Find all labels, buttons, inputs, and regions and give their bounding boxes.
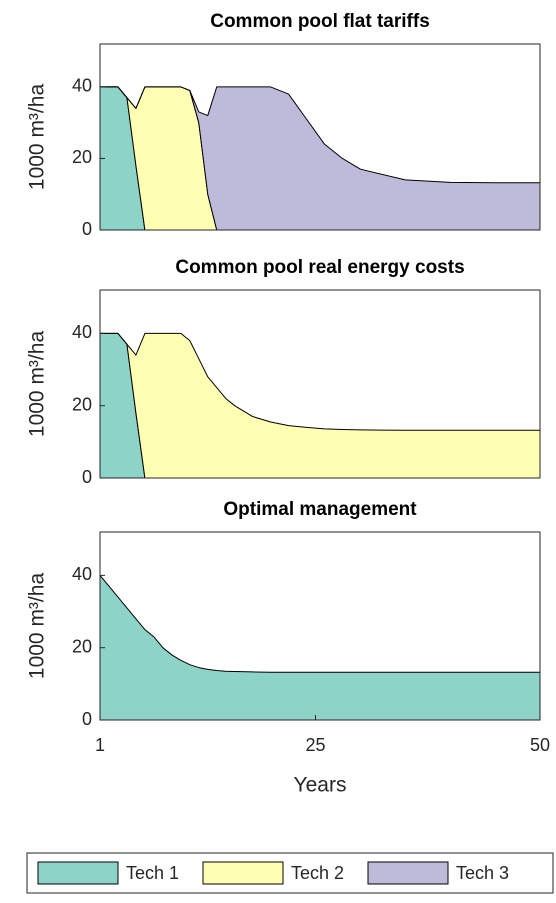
legend-label: Tech 1 <box>126 863 179 883</box>
axes-box <box>99 43 541 231</box>
axes-box <box>99 289 541 479</box>
legend-label: Tech 3 <box>456 863 509 883</box>
y-axis-label: 1000 m³/ha <box>26 331 49 438</box>
x-tick-label: 1 <box>95 735 105 755</box>
x-tick-label: 25 <box>305 735 325 755</box>
y-tick-label: 40 <box>72 76 92 96</box>
chart-title: Common pool real energy costs <box>175 257 464 278</box>
legend-label: Tech 2 <box>291 863 344 883</box>
area <box>99 574 541 721</box>
axes-box <box>99 531 541 721</box>
y-tick-label: 20 <box>72 394 92 414</box>
y-tick-label: 0 <box>82 219 92 239</box>
y-tick-label: 20 <box>72 147 92 167</box>
legend-swatch <box>37 861 119 885</box>
y-axis-label: 1000 m³/ha <box>26 84 49 191</box>
chart-title: Optimal management <box>223 499 417 520</box>
y-tick-label: 20 <box>72 636 92 656</box>
area <box>99 332 541 479</box>
chart-title: Common pool flat tariffs <box>210 11 430 32</box>
y-tick-label: 0 <box>82 467 92 487</box>
x-tick-label: 50 <box>530 735 550 755</box>
y-axis-label: 1000 m³/ha <box>26 573 49 680</box>
y-tick-label: 0 <box>82 709 92 729</box>
legend-swatch <box>202 861 284 885</box>
y-tick-label: 40 <box>72 322 92 342</box>
y-tick-label: 40 <box>72 564 92 584</box>
legend-swatch <box>367 861 449 885</box>
x-axis-label: Years <box>294 774 347 797</box>
